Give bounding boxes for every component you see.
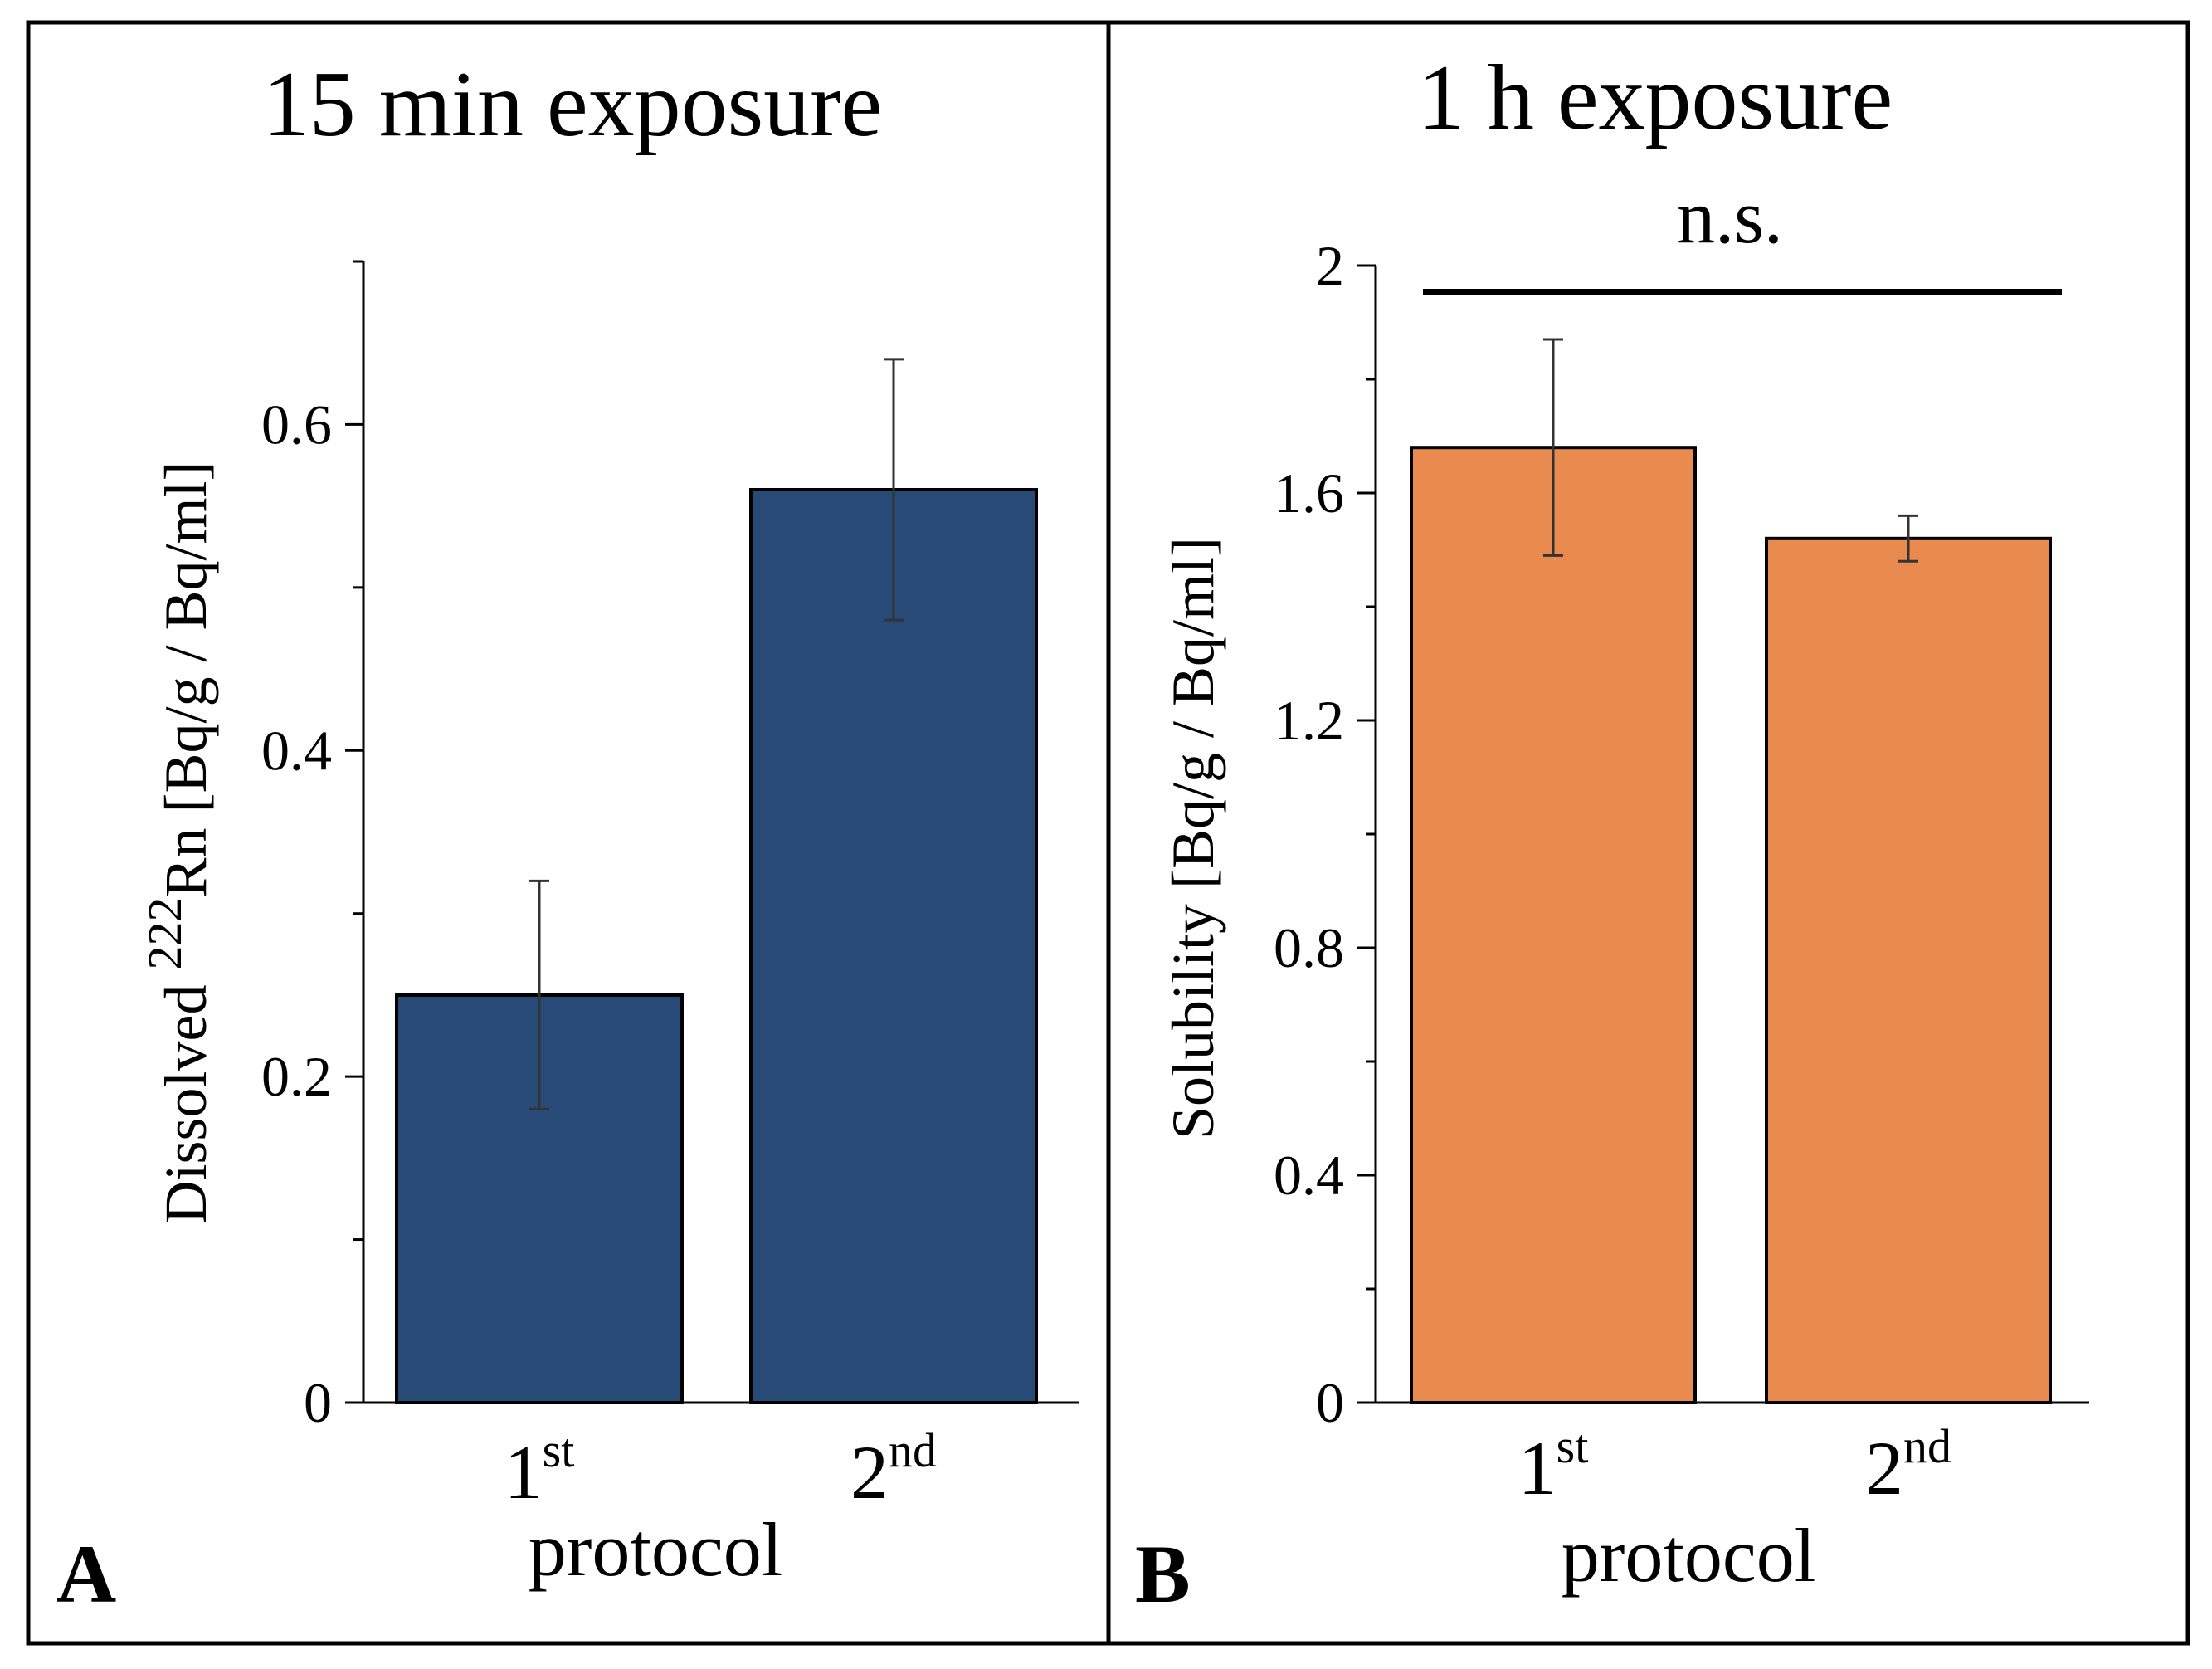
panel-a-y-title-prefix: Dissolved — [153, 970, 219, 1224]
panel-b-bar-2 — [1765, 536, 2052, 1404]
significance-label: n.s. — [1677, 174, 1783, 259]
panel-a-bar-2 — [749, 488, 1038, 1404]
panel-b-category-label-1: 1st — [1518, 1419, 1589, 1510]
panel-b-category-sup-1: st — [1557, 1419, 1589, 1473]
panel-a-category-label-1: 1st — [504, 1423, 575, 1515]
panel-a-y-axis-title: Dissolved 222Rn [Bq/g / Bq/ml] — [138, 461, 219, 1223]
panel-a-category-sup-2: nd — [889, 1423, 937, 1477]
panel-a-y-tick-label-0: 0 — [304, 1371, 332, 1434]
panel-b-y-tick-label-0: 0 — [1316, 1371, 1344, 1434]
panel-a-y-title-suffix: Rn [Bq/g / Bq/ml] — [153, 461, 219, 897]
panel-a-category-label-2: 2nd — [850, 1423, 937, 1515]
panel-b-title: 1 h exposure — [1418, 46, 1893, 149]
panel-b-bar-1 — [1410, 446, 1697, 1405]
panel-a-y-tick-label-1: 0.2 — [261, 1045, 332, 1108]
panel-b-y-axis-title: Solubility [Bq/g / Bq/ml] — [1160, 537, 1226, 1140]
panel-b: 1 h exposure B protocol Solubility [Bq/g… — [1135, 46, 2089, 1620]
panel-a-title: 15 min exposure — [263, 53, 883, 156]
panel-b-y-tick-label-4: 1.6 — [1274, 461, 1344, 525]
panel-b-y-tick-label-1: 0.4 — [1274, 1144, 1344, 1207]
panel-b-category-base-1: 1 — [1518, 1426, 1557, 1510]
panel-a-y-tick-label-2: 0.4 — [261, 719, 332, 782]
panel-a-plot: 1st 2nd 0 0.2 0.4 0.6 — [261, 260, 1079, 1515]
panel-a: 15 min exposure A protocol Dissolved 222… — [56, 53, 1079, 1620]
panel-b-x-axis-title: protocol — [1562, 1513, 1816, 1598]
panel-a-y-tick-label-3: 0.6 — [261, 393, 332, 456]
panel-a-category-base-1: 1 — [504, 1430, 543, 1515]
panel-b-category-sup-2: nd — [1903, 1419, 1951, 1473]
panel-b-label: B — [1135, 1528, 1191, 1620]
panel-b-y-tick-label-2: 0.8 — [1274, 916, 1344, 979]
panel-b-y-tick-label-3: 1.2 — [1274, 689, 1344, 752]
panel-a-category-base-2: 2 — [850, 1430, 889, 1515]
panel-a-y-title-sup: 222 — [138, 898, 192, 970]
panel-a-label: A — [56, 1528, 116, 1620]
panel-b-category-base-2: 2 — [1865, 1426, 1903, 1510]
panel-b-y-tick-label-5: 2 — [1316, 234, 1344, 297]
panel-b-category-label-2: 2nd — [1865, 1419, 1951, 1510]
panel-a-category-sup-1: st — [543, 1423, 575, 1477]
panel-a-x-axis-title: protocol — [529, 1507, 783, 1592]
panel-b-y-title-prefix: Solubility [Bq/g / Bq/ml] — [1160, 537, 1226, 1140]
